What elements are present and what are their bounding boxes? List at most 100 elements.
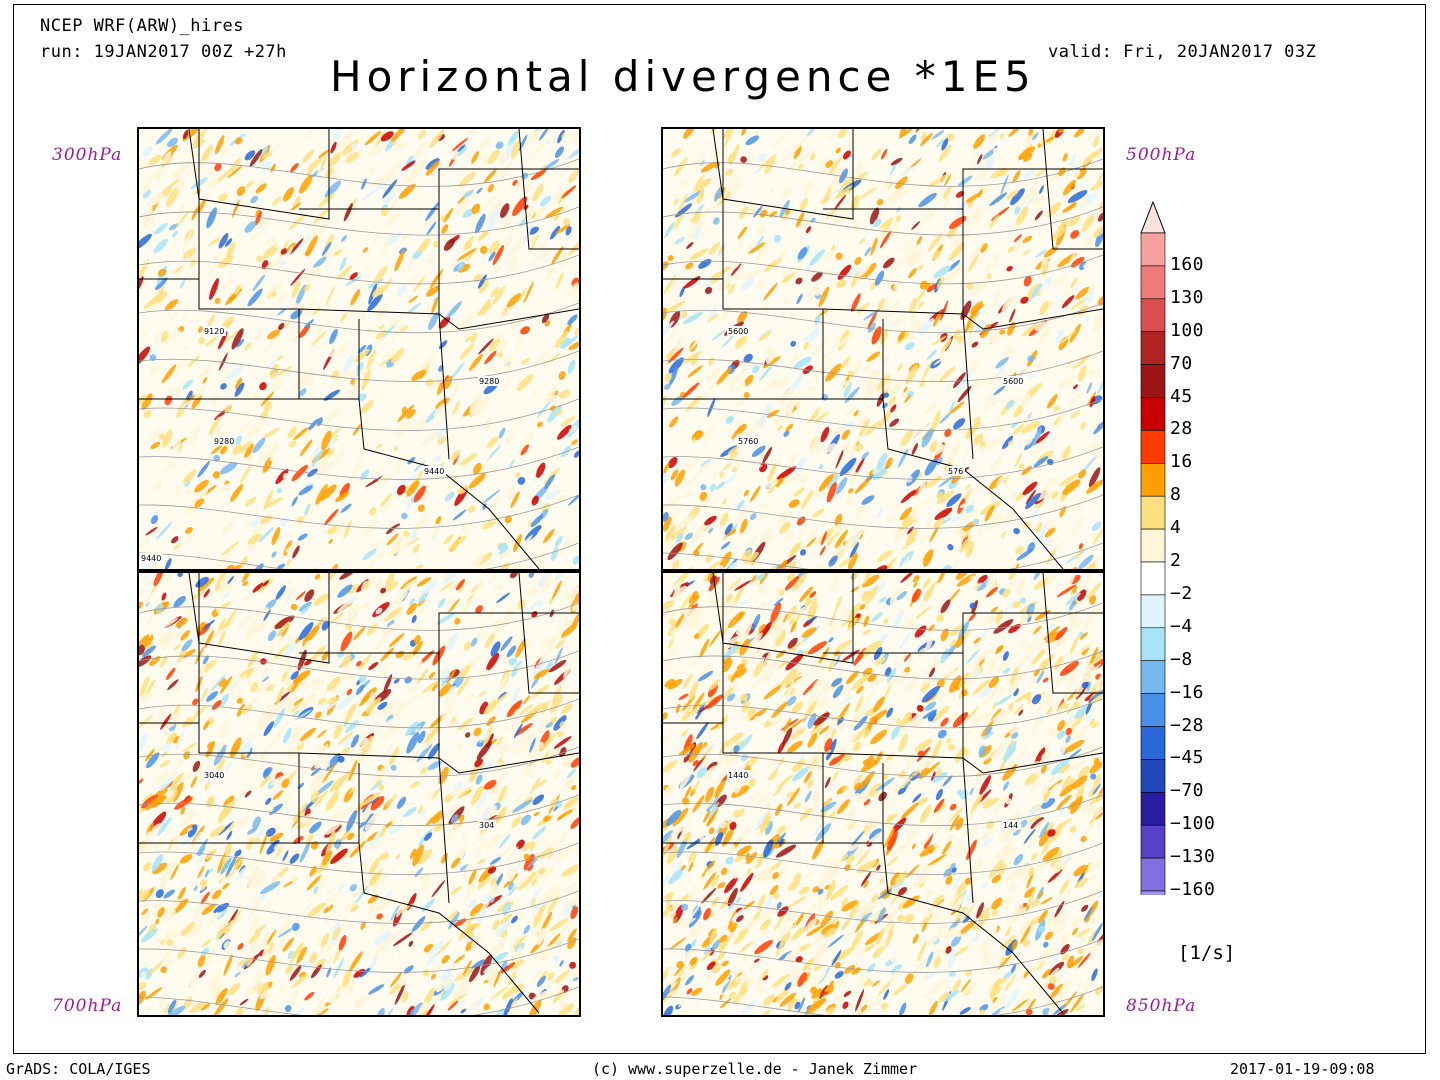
divergence-cell <box>720 867 728 876</box>
divergence-cell <box>396 478 405 489</box>
divergence-cell <box>826 534 836 546</box>
divergence-cell <box>413 485 426 503</box>
divergence-cell <box>1060 944 1070 955</box>
divergence-cell <box>932 504 938 510</box>
divergence-cell <box>226 830 233 841</box>
divergence-cell <box>518 704 534 716</box>
divergence-cell <box>223 795 235 808</box>
divergence-cell <box>745 852 750 861</box>
divergence-cell <box>441 230 454 241</box>
divergence-cell <box>1072 501 1083 512</box>
divergence-cell <box>1022 481 1038 496</box>
divergence-cell <box>1020 296 1029 304</box>
divergence-cell <box>239 998 249 1006</box>
divergence-cell <box>234 972 241 978</box>
divergence-cell <box>810 152 816 161</box>
divergence-cell <box>893 525 909 542</box>
divergence-cell <box>285 558 292 567</box>
valid-time: valid: Fri, 20JAN2017 03Z <box>1048 42 1317 62</box>
divergence-cell <box>347 584 360 594</box>
divergence-cell <box>711 329 726 341</box>
divergence-cell <box>1088 938 1103 952</box>
divergence-cell <box>214 919 229 932</box>
divergence-cell <box>747 420 761 436</box>
divergence-cell <box>385 793 398 807</box>
divergence-cell <box>492 285 506 305</box>
divergence-cell <box>368 541 382 552</box>
divergence-cell <box>326 945 342 965</box>
divergence-cell <box>943 862 956 877</box>
divergence-cell <box>863 309 881 320</box>
divergence-cell <box>269 363 280 378</box>
divergence-cell <box>675 860 683 873</box>
divergence-cell <box>250 195 259 204</box>
divergence-cell <box>1072 170 1081 179</box>
divergence-cell <box>456 146 467 157</box>
divergence-cell <box>784 575 800 591</box>
divergence-cell <box>341 830 351 840</box>
divergence-cell <box>390 764 397 771</box>
divergence-cell <box>1076 722 1093 735</box>
divergence-cell <box>321 430 332 451</box>
divergence-cell <box>1059 912 1068 927</box>
divergence-cell <box>427 743 440 760</box>
divergence-cell <box>294 709 312 721</box>
divergence-cell <box>764 892 774 913</box>
divergence-cell <box>180 806 186 815</box>
divergence-cell <box>295 590 306 601</box>
divergence-cell <box>150 366 156 375</box>
divergence-cell <box>173 543 181 550</box>
divergence-cell <box>666 301 686 313</box>
divergence-cell <box>539 644 555 661</box>
divergence-cell <box>282 850 289 862</box>
state-boundary <box>518 573 579 694</box>
divergence-cell <box>891 817 907 834</box>
divergence-cell <box>851 573 861 583</box>
divergence-cell <box>1019 819 1028 828</box>
divergence-cell <box>784 671 802 687</box>
divergence-cell <box>708 678 721 691</box>
divergence-cell <box>231 328 244 350</box>
divergence-cell <box>249 695 260 707</box>
divergence-cell <box>519 438 527 445</box>
divergence-cell <box>977 646 994 663</box>
divergence-cell <box>911 442 919 455</box>
divergence-cell <box>443 534 454 545</box>
divergence-cell <box>533 811 540 817</box>
divergence-cell <box>820 801 837 813</box>
divergence-cell <box>252 816 261 830</box>
divergence-cell <box>468 899 477 910</box>
divergence-cell <box>1064 850 1076 865</box>
divergence-cell <box>1064 739 1085 753</box>
divergence-cell <box>361 178 367 190</box>
divergence-cell <box>1051 407 1063 416</box>
divergence-cell <box>854 256 862 265</box>
divergence-cell <box>426 221 437 236</box>
divergence-cell <box>142 189 151 199</box>
divergence-cell <box>506 422 520 435</box>
divergence-cell <box>1059 506 1066 518</box>
divergence-cell <box>744 756 758 767</box>
divergence-cell <box>861 451 870 460</box>
divergence-cell <box>503 720 522 734</box>
divergence-cell <box>773 911 786 932</box>
divergence-cell <box>1004 847 1018 857</box>
divergence-cell <box>909 922 917 930</box>
divergence-cell <box>836 279 847 289</box>
divergence-cell <box>396 284 408 297</box>
divergence-cell <box>473 923 481 929</box>
divergence-cell <box>1051 730 1061 738</box>
divergence-cell <box>388 823 405 835</box>
divergence-cell <box>568 341 579 351</box>
divergence-cell <box>452 400 461 415</box>
divergence-cell <box>961 748 970 757</box>
divergence-cell <box>340 503 352 513</box>
divergence-cell <box>179 854 193 864</box>
divergence-cell <box>936 492 944 500</box>
divergence-cell <box>1064 291 1071 297</box>
divergence-cell <box>747 868 753 875</box>
divergence-cell <box>353 626 366 641</box>
level-label-500: 500hPa <box>1126 145 1197 165</box>
divergence-cell <box>796 293 803 305</box>
divergence-cell <box>180 630 190 641</box>
